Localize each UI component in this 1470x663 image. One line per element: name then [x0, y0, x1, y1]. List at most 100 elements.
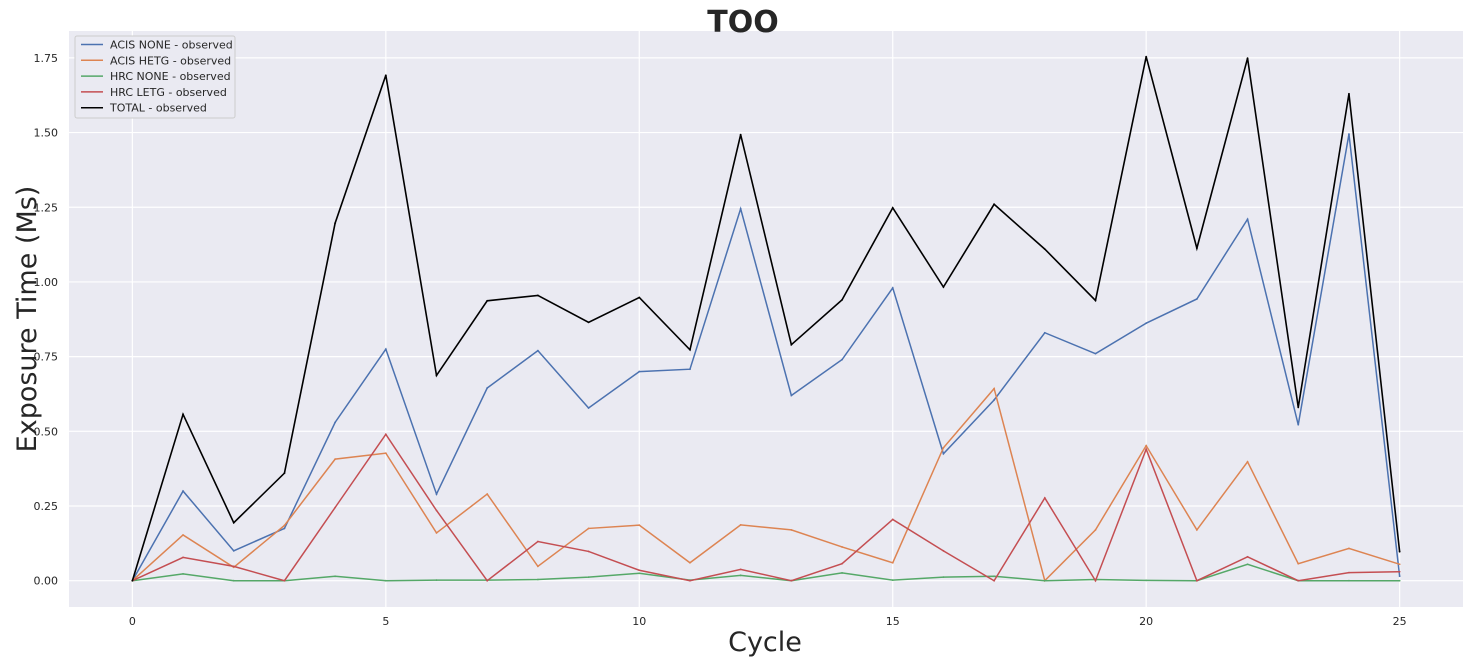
data-point	[587, 527, 590, 530]
data-point	[334, 222, 337, 225]
data-point	[1246, 555, 1249, 558]
data-point	[1398, 575, 1401, 578]
data-point	[790, 394, 793, 397]
data-point	[1043, 497, 1046, 499]
data-point	[232, 565, 235, 568]
data-point	[891, 287, 894, 289]
data-point	[1398, 550, 1401, 553]
data-point	[536, 294, 539, 297]
data-point	[891, 206, 894, 209]
data-point	[384, 433, 387, 436]
data-point	[942, 576, 945, 579]
data-point	[790, 579, 793, 582]
data-point	[536, 540, 539, 543]
data-point	[435, 493, 438, 495]
data-point	[942, 446, 945, 449]
data-point	[841, 358, 843, 361]
data-point	[638, 524, 641, 527]
plot-background	[69, 31, 1463, 607]
data-point	[232, 579, 235, 582]
data-point	[1195, 529, 1198, 531]
series-line	[132, 432, 1400, 583]
y-tick-label: 1.50	[34, 127, 59, 140]
legend-label: ACIS HETG - observed	[110, 54, 231, 67]
data-point	[1297, 562, 1300, 565]
data-point	[689, 579, 691, 582]
data-point	[1297, 406, 1300, 409]
data-point	[841, 298, 843, 301]
data-point	[232, 549, 235, 552]
data-point	[689, 561, 691, 564]
data-point	[587, 407, 590, 409]
data-point	[1094, 352, 1097, 355]
series-line	[132, 563, 1400, 582]
legend-item: ACIS NONE - observed	[81, 39, 233, 52]
data-point	[536, 349, 539, 352]
data-point	[1043, 579, 1046, 582]
data-point	[182, 490, 184, 492]
data-point	[993, 387, 996, 390]
data-point	[384, 452, 387, 455]
y-tick-label: 1.75	[34, 52, 59, 65]
data-point	[689, 348, 691, 351]
data-point	[283, 527, 286, 530]
series-4	[131, 55, 1401, 582]
legend-box	[74, 35, 236, 119]
data-point	[993, 579, 996, 582]
x-tick-label: 25	[1393, 615, 1407, 628]
data-point	[536, 578, 539, 581]
data-point	[739, 523, 742, 526]
data-point	[1297, 579, 1300, 582]
series-3	[131, 432, 1401, 583]
y-tick-label: 0.25	[34, 500, 59, 513]
y-tick-label: 1.25	[34, 201, 59, 214]
legend-item: TOTAL - observed	[81, 102, 207, 115]
legend-item: ACIS HETG - observed	[81, 54, 231, 67]
x-tick-label: 15	[886, 615, 900, 628]
data-point	[1246, 57, 1249, 60]
data-point	[891, 579, 894, 582]
data-point	[1398, 563, 1401, 566]
tick-labels: 0 5 10 15 20 25 0.00 0.25 0.50 0.75 1.00 1.25 1.50 1.…	[34, 52, 1407, 628]
data-point	[638, 370, 641, 373]
data-point	[1297, 423, 1300, 426]
y-axis-label: Exposure Time (Ms)	[12, 186, 43, 453]
series-0	[131, 133, 1401, 582]
x-tick-label: 20	[1139, 615, 1153, 628]
data-point	[1094, 579, 1097, 582]
legend-label: ACIS NONE - observed	[110, 39, 233, 52]
data-point	[841, 572, 843, 574]
data-point	[1348, 579, 1350, 582]
legend-label: HRC NONE - observed	[110, 70, 231, 83]
data-point	[384, 579, 387, 582]
data-point	[1094, 529, 1097, 531]
data-point	[283, 472, 286, 475]
data-point	[790, 529, 793, 531]
data-point	[942, 452, 945, 455]
data-point	[334, 506, 337, 509]
data-point	[536, 565, 539, 568]
data-point	[486, 493, 489, 495]
data-point	[182, 556, 184, 559]
data-point	[587, 576, 590, 579]
series-lines	[131, 55, 1401, 583]
y-tick-label: 0.75	[34, 351, 59, 364]
data-point	[942, 549, 945, 552]
data-point	[435, 532, 438, 534]
data-point	[1348, 547, 1350, 550]
data-point	[486, 299, 489, 302]
data-point	[1145, 579, 1148, 582]
data-point	[638, 572, 641, 575]
data-point	[283, 524, 286, 527]
data-point	[790, 343, 793, 346]
data-point	[587, 550, 590, 553]
data-point	[334, 575, 337, 578]
data-point	[739, 568, 742, 571]
data-point	[486, 579, 489, 582]
data-point	[841, 562, 843, 565]
series-1	[131, 387, 1401, 583]
data-point	[283, 579, 286, 582]
data-point	[1145, 444, 1148, 447]
